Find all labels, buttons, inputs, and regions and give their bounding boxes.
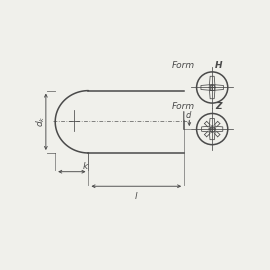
Text: Form: Form [171, 102, 194, 112]
Text: $d$: $d$ [185, 109, 192, 120]
Text: H: H [215, 61, 223, 70]
Text: Z: Z [215, 102, 222, 112]
Text: $l$: $l$ [134, 190, 139, 201]
Text: Form: Form [171, 61, 194, 70]
Text: $k$: $k$ [82, 160, 90, 171]
Text: $d_k$: $d_k$ [34, 115, 47, 127]
